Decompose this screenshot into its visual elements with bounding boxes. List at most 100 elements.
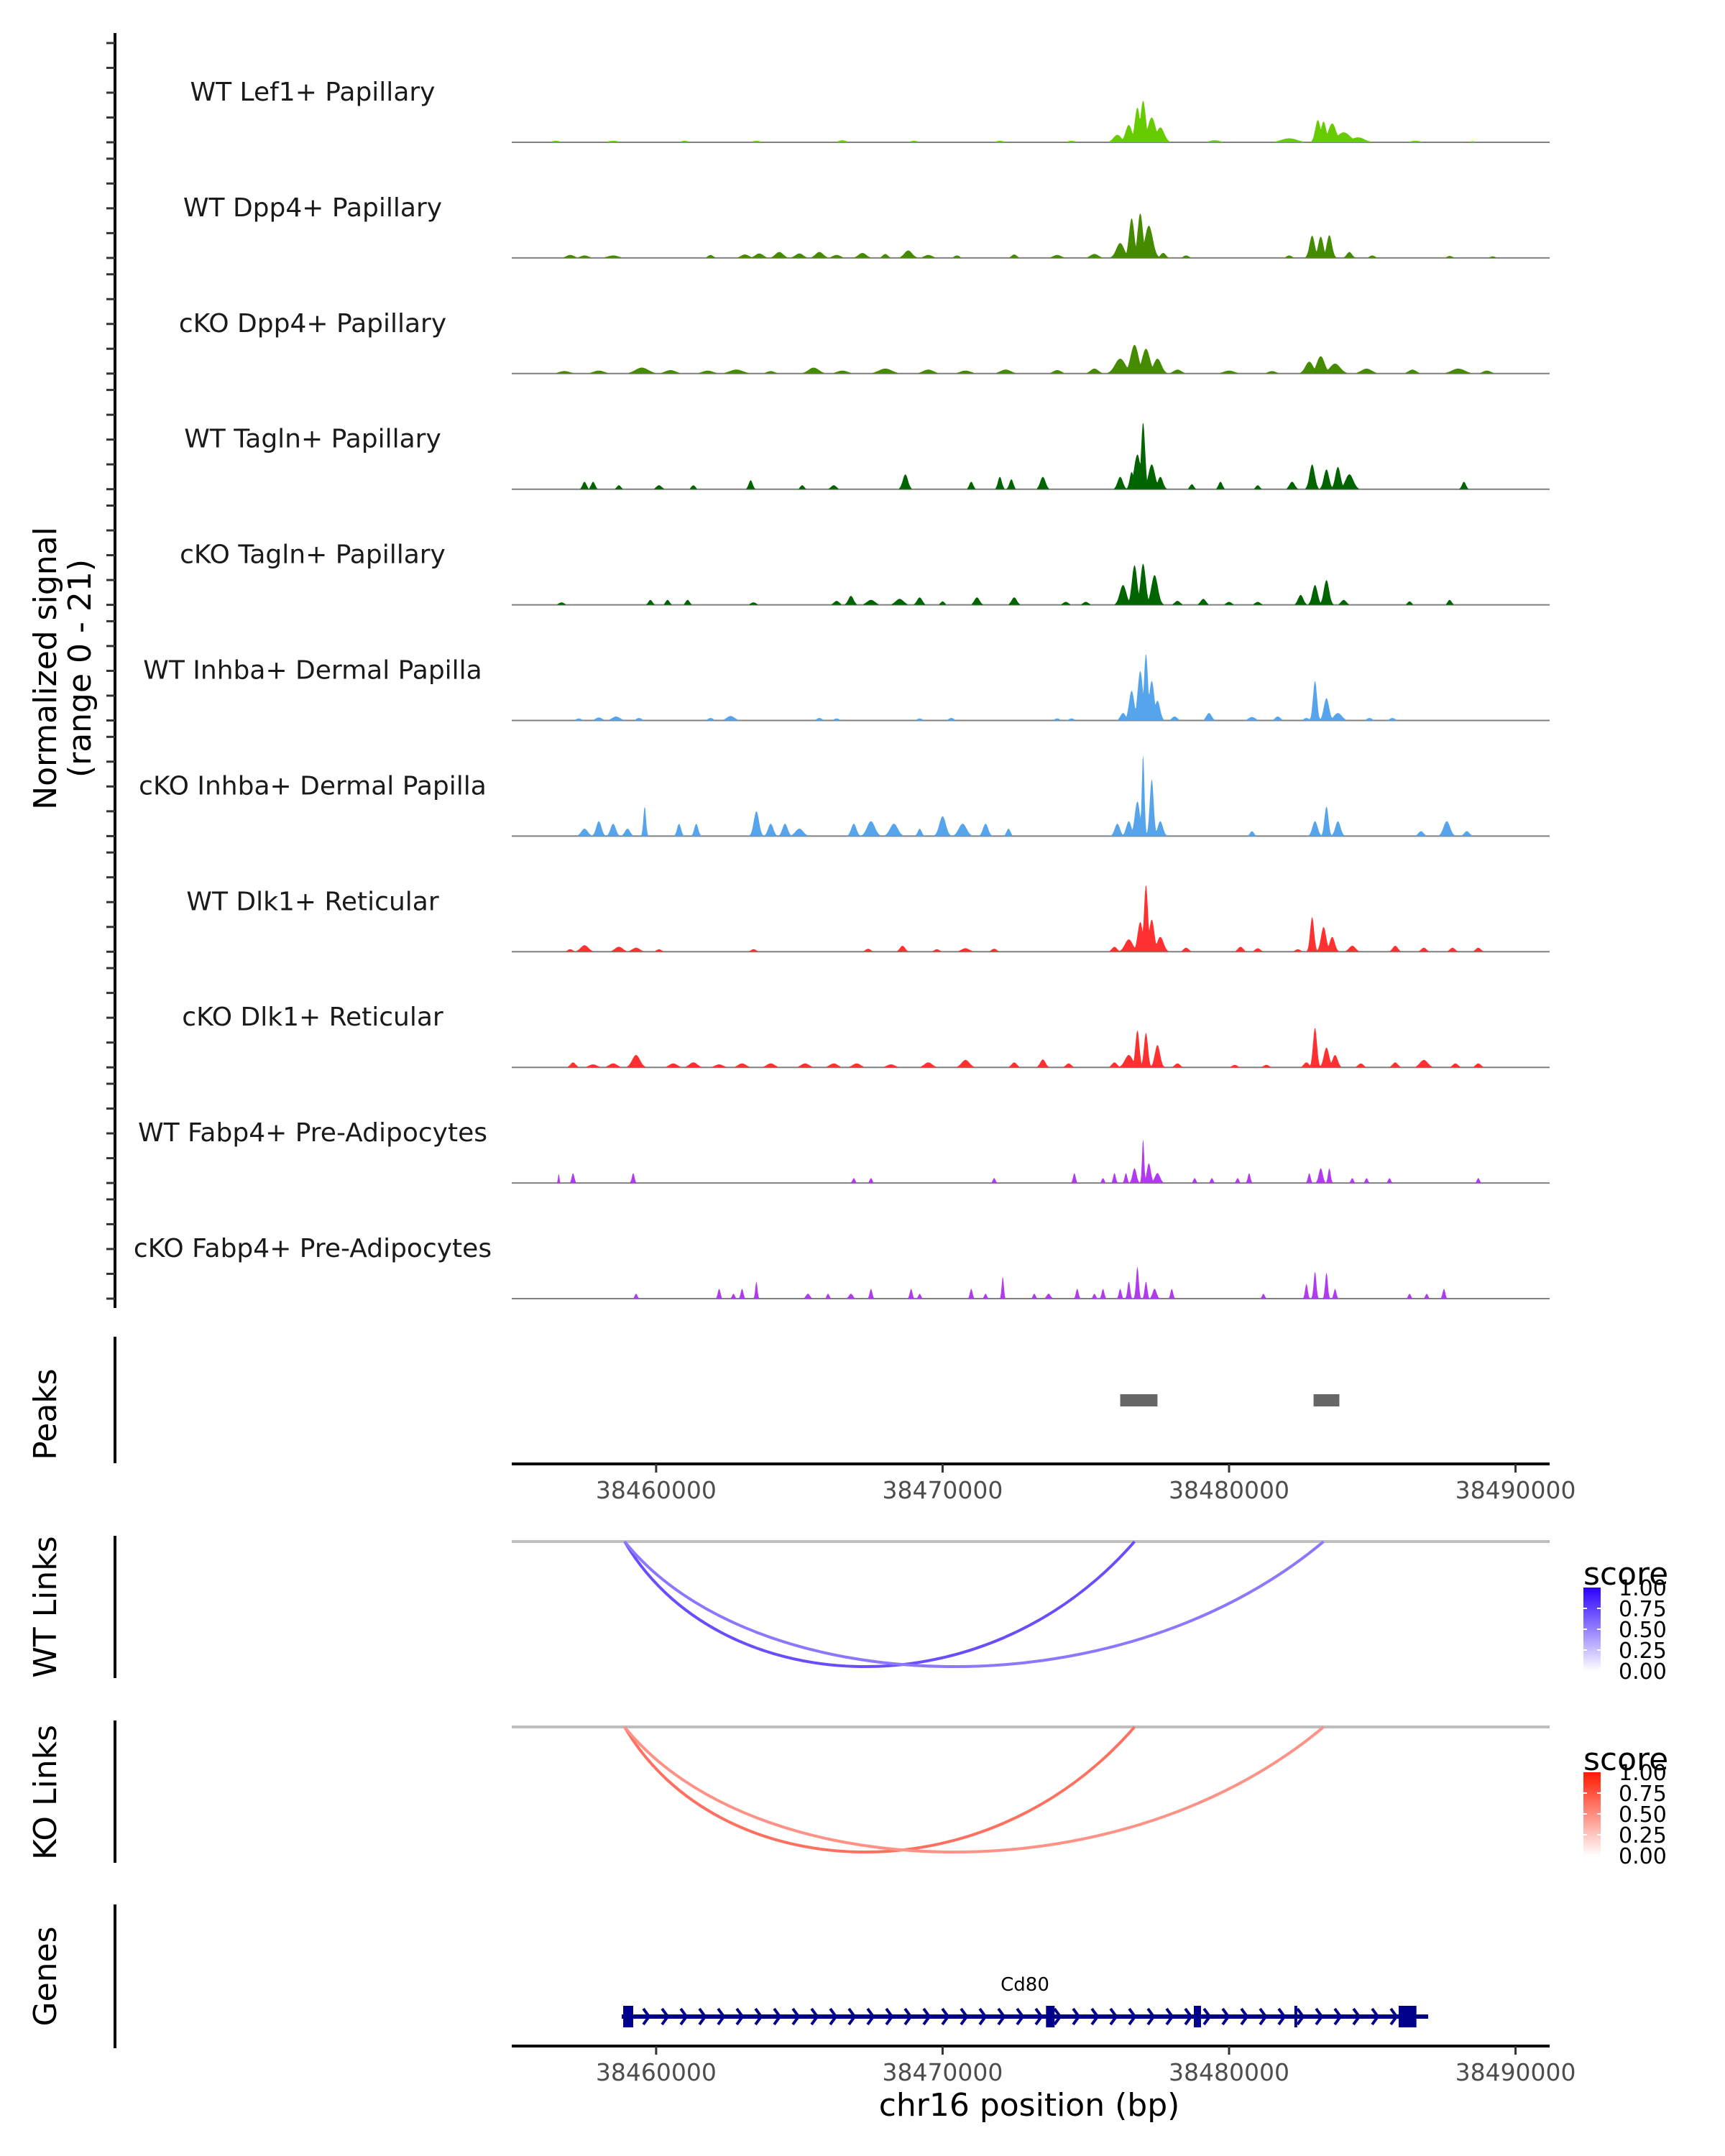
- peak-region: [1120, 1394, 1158, 1406]
- gene-exon: [623, 2006, 633, 2027]
- strand-arrow-icon: [810, 2007, 819, 2026]
- legend-tick-label: 0.25: [1619, 1639, 1667, 1664]
- strand-arrow-icon: [1240, 2007, 1249, 2026]
- strand-arrow-icon: [922, 2007, 932, 2026]
- strand-arrow-icon: [1165, 2007, 1174, 2026]
- link-arc: [623, 1726, 1136, 1854]
- genes-x-tick-label: 38490000: [1455, 2058, 1576, 2086]
- track-label: WT Inhba+ Dermal Papilla: [143, 656, 482, 686]
- coverage-area: [512, 1028, 1550, 1068]
- coverage-area: [512, 885, 1550, 952]
- coverage-track-cko-dpp4-papillary: cKO Dpp4+ Papillary: [179, 309, 1550, 374]
- ko-links-track-label: KO Links: [27, 1725, 64, 1860]
- strand-arrow-icon: [1053, 2007, 1062, 2026]
- coverage-area: [512, 344, 1550, 374]
- coverage-area: [512, 213, 1550, 258]
- strand-arrow-icon: [754, 2007, 763, 2026]
- coverage-track-wt-fabp4-pre-adipocytes: WT Fabp4+ Pre-Adipocytes: [138, 1118, 1550, 1184]
- gene-exon: [1193, 2006, 1201, 2027]
- strand-arrow-icon: [1016, 2007, 1025, 2026]
- coverage-track-wt-dpp4-papillary: WT Dpp4+ Papillary: [183, 193, 1550, 259]
- track-label: WT Fabp4+ Pre-Adipocytes: [138, 1118, 487, 1148]
- strand-arrow-icon: [773, 2007, 782, 2026]
- peaks-x-tick-label: 38480000: [1169, 1476, 1289, 1504]
- peaks-x-tick-label: 38470000: [882, 1476, 1003, 1504]
- link-arc: [623, 1540, 1136, 1669]
- track-label: cKO Dlk1+ Reticular: [182, 1003, 443, 1032]
- strand-arrow-icon: [1352, 2007, 1361, 2026]
- coverage-track-wt-inhba-dermal-papilla: WT Inhba+ Dermal Papilla: [143, 654, 1550, 722]
- legend-tick-label: 0.25: [1619, 1823, 1667, 1848]
- gene-exon: [1294, 2006, 1297, 2027]
- strand-arrow-icon: [1202, 2007, 1212, 2026]
- strand-arrow-icon: [866, 2007, 875, 2026]
- legend-tick-label: 0.50: [1619, 1618, 1667, 1643]
- peaks-x-tick-label: 38460000: [596, 1476, 717, 1504]
- legend-tick-label: 0.00: [1619, 1659, 1667, 1685]
- strand-arrow-icon: [698, 2007, 707, 2026]
- genes-x-tick-label: 38480000: [1169, 2058, 1289, 2086]
- strand-arrow-icon: [1128, 2007, 1137, 2026]
- coverage-area: [512, 1139, 1550, 1184]
- strand-arrow-icon: [1371, 2007, 1380, 2026]
- strand-arrow-icon: [717, 2007, 726, 2026]
- genes-x-tick-label: 38460000: [596, 2058, 717, 2086]
- coverage-area: [512, 563, 1550, 605]
- coverage-area: [512, 423, 1550, 489]
- strand-arrow-icon: [997, 2007, 1006, 2026]
- strand-arrow-icon: [847, 2007, 857, 2026]
- legend-tick-label: 1.00: [1619, 1761, 1667, 1786]
- track-label: WT Tagln+ Papillary: [184, 425, 441, 454]
- y-axis-title-line2: (range 0 - 21): [62, 559, 98, 778]
- track-label: WT Lef1+ Papillary: [190, 78, 436, 107]
- x-axis-title: chr16 position (bp): [879, 2087, 1180, 2124]
- wt-links-legend: score 1.000.750.500.250.00: [1583, 1556, 1668, 1685]
- track-label: cKO Dpp4+ Papillary: [179, 309, 446, 338]
- peak-region: [1313, 1394, 1340, 1406]
- gene-name-label: Cd80: [1000, 1974, 1049, 1996]
- gene-exon: [1046, 2006, 1055, 2027]
- strand-arrow-icon: [791, 2007, 801, 2026]
- gene-exon: [1398, 2006, 1417, 2027]
- coverage-track-cko-dlk1-reticular: cKO Dlk1+ Reticular: [182, 1003, 1550, 1069]
- coverage-track-wt-lef1-papillary: WT Lef1+ Papillary: [190, 78, 1550, 143]
- strand-arrow-icon: [661, 2007, 670, 2026]
- strand-arrow-icon: [1296, 2007, 1305, 2026]
- track-label: WT Dpp4+ Papillary: [183, 193, 442, 223]
- gene-cd80: Cd80: [622, 1974, 1429, 2027]
- strand-arrow-icon: [1184, 2007, 1193, 2026]
- genes-track-label: Genes: [27, 1926, 64, 2026]
- strand-arrow-icon: [941, 2007, 950, 2026]
- strand-arrow-icon: [885, 2007, 894, 2026]
- peaks-x-tick-label: 38490000: [1455, 1476, 1576, 1504]
- strand-arrow-icon: [960, 2007, 969, 2026]
- strand-arrow-icon: [1259, 2007, 1268, 2026]
- wt-links-track-label: WT Links: [27, 1536, 64, 1677]
- coverage-area: [512, 654, 1550, 721]
- strand-arrow-icon: [1146, 2007, 1156, 2026]
- legend-tick-label: 0.50: [1619, 1802, 1667, 1828]
- strand-arrow-icon: [679, 2007, 689, 2026]
- strand-arrow-icon: [1389, 2007, 1399, 2026]
- strand-arrow-icon: [1072, 2007, 1081, 2026]
- coverage-area: [512, 1266, 1550, 1299]
- track-label: cKO Fabp4+ Pre-Adipocytes: [134, 1234, 492, 1263]
- link-arc: [623, 1726, 1325, 1854]
- legend-tick-label: 0.00: [1619, 1844, 1667, 1869]
- track-label: cKO Tagln+ Papillary: [180, 540, 446, 570]
- genes-x-tick-label: 38470000: [882, 2058, 1003, 2086]
- legend-tick-label: 0.75: [1619, 1597, 1667, 1622]
- strand-arrow-icon: [903, 2007, 913, 2026]
- strand-arrow-icon: [1109, 2007, 1118, 2026]
- peaks-track-label: Peaks: [27, 1368, 64, 1460]
- coverage-area: [512, 101, 1550, 142]
- track-label: cKO Inhba+ Dermal Papilla: [139, 771, 487, 801]
- strand-arrow-icon: [1333, 2007, 1343, 2026]
- coverage-track-wt-tagln-papillary: WT Tagln+ Papillary: [184, 423, 1550, 490]
- coverage-area: [512, 755, 1550, 837]
- legend-tick-label: 0.75: [1619, 1782, 1667, 1807]
- legend-tick-label: 1.00: [1619, 1576, 1667, 1601]
- strand-arrow-icon: [642, 2007, 651, 2026]
- ko-legend-title: score: [1583, 1741, 1668, 1778]
